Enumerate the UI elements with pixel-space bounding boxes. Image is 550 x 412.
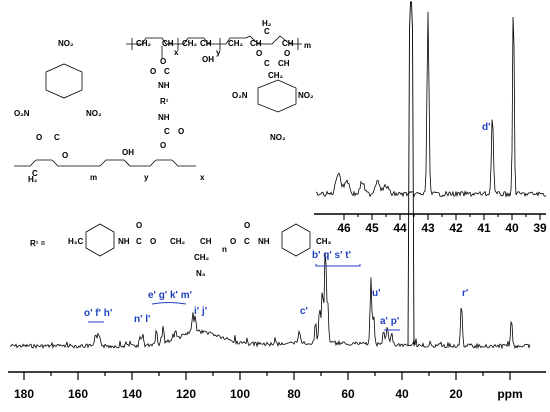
svg-text:C: C [54, 133, 60, 142]
svg-text:CH₂: CH₂ [136, 39, 152, 48]
svg-text:O: O [256, 49, 262, 58]
svg-text:NH: NH [258, 237, 270, 246]
svg-text:O₂N: O₂N [232, 91, 248, 100]
inset-tick-41: 41 [477, 221, 491, 235]
inset-tick-45: 45 [365, 221, 379, 235]
svg-text:C: C [244, 237, 250, 246]
svg-text:C: C [136, 237, 142, 246]
svg-text:CH: CH [250, 39, 262, 48]
main-tick-120: 120 [176, 387, 196, 401]
inset-spectrum-trace [315, 11, 547, 198]
main-x-axis: 180 160 140 120 100 80 60 40 20 ppm [8, 371, 546, 401]
inset-tick-43: 43 [421, 221, 435, 235]
svg-text:NO₂: NO₂ [298, 91, 314, 100]
svg-text:CH: CH [278, 59, 290, 68]
main-tick-20: 20 [449, 387, 463, 401]
svg-text:OH: OH [202, 55, 214, 64]
svg-text:O: O [36, 133, 42, 142]
svg-text:NO₂: NO₂ [270, 133, 286, 142]
svg-text:CH₂: CH₂ [194, 253, 210, 262]
peak-label-i-j: i' j' [194, 306, 207, 317]
svg-text:CH₂: CH₂ [228, 39, 244, 48]
svg-text:C: C [164, 67, 170, 76]
main-tick-160: 160 [68, 387, 88, 401]
svg-text:CH₃: CH₃ [316, 237, 332, 246]
main-peak-43ppm [407, 1, 415, 347]
svg-text:OH: OH [122, 148, 134, 157]
svg-text:O: O [160, 57, 166, 66]
main-tick-40: 40 [395, 387, 409, 401]
chem-structure-top: CH₂ CH x CH₂ CH y OH CH₂ CH H₂ C CH m O … [126, 19, 314, 150]
svg-text:O: O [230, 237, 236, 246]
peak-label-u: u' [372, 288, 381, 299]
svg-text:CH: CH [200, 39, 212, 48]
inset-tick-46: 46 [337, 221, 351, 235]
r1-label: R¹ = [30, 239, 46, 248]
main-spectrum-trace [9, 252, 531, 350]
svg-text:m: m [304, 41, 311, 50]
svg-text:CH₂: CH₂ [170, 237, 186, 246]
svg-text:NH: NH [158, 113, 170, 122]
svg-text:O: O [284, 49, 290, 58]
svg-text:H₃C: H₃C [68, 237, 83, 246]
inset-tick-42: 42 [449, 221, 463, 235]
svg-text:O: O [150, 67, 156, 76]
svg-text:H₂: H₂ [262, 19, 272, 28]
svg-text:O: O [150, 237, 156, 246]
svg-text:R¹: R¹ [160, 97, 169, 106]
svg-text:C: C [164, 127, 170, 136]
inset-tick-39: 39 [533, 221, 547, 235]
main-axis-unit: ppm [497, 387, 522, 401]
chem-r1-definition: R¹ = H₃C NH C O O CH₂ CH CH₂ N₃ n O C O … [30, 221, 332, 278]
svg-text:NH: NH [158, 81, 170, 90]
svg-text:N₃: N₃ [196, 269, 206, 278]
main-tick-140: 140 [122, 387, 142, 401]
svg-text:C: C [264, 59, 270, 68]
svg-text:C: C [264, 27, 270, 36]
svg-text:O: O [62, 151, 68, 160]
svg-text:NH: NH [118, 237, 130, 246]
main-peak-labels: o' f' h' n' l' e' g' k' m' i' j' c' b' q… [84, 250, 468, 331]
peak-label-o-f-h: o' f' h' [84, 308, 112, 319]
svg-text:y: y [216, 48, 221, 57]
svg-text:O: O [178, 127, 184, 136]
peak-label-n-l: n' l' [134, 314, 150, 325]
svg-text:y: y [144, 173, 149, 182]
peak-label-r: r' [462, 288, 468, 299]
svg-text:x: x [200, 173, 205, 182]
svg-text:CH: CH [162, 39, 174, 48]
svg-text:CH₂: CH₂ [268, 71, 284, 80]
main-tick-180: 180 [14, 387, 34, 401]
main-spectrum [9, 252, 531, 350]
svg-text:O₂N: O₂N [14, 109, 30, 118]
inset-spectrum: 46 45 44 43 42 41 40 39 d' [313, 0, 548, 235]
svg-text:n: n [222, 245, 227, 254]
main-tick-100: 100 [230, 387, 250, 401]
svg-text:O: O [244, 221, 250, 230]
svg-text:H₂: H₂ [28, 175, 38, 184]
peak-label-e-g-k-m: e' g' k' m' [148, 290, 192, 301]
inset-tick-40: 40 [505, 221, 519, 235]
peak-label-d-inset: d' [482, 122, 491, 133]
inset-tick-44: 44 [393, 221, 407, 235]
peak-label-b-q-s-t: b' q' s' t' [312, 250, 351, 261]
svg-text:NO₂: NO₂ [86, 109, 102, 118]
svg-text:m: m [90, 173, 97, 182]
svg-text:CH: CH [282, 39, 294, 48]
svg-text:O: O [136, 221, 142, 230]
main-tick-60: 60 [341, 387, 355, 401]
svg-text:NO₂: NO₂ [58, 39, 74, 48]
peak-label-a-p: a' p' [380, 316, 399, 327]
svg-text:x: x [174, 48, 179, 57]
svg-text:O: O [160, 141, 166, 150]
main-tick-80: 80 [287, 387, 301, 401]
svg-text:CH: CH [200, 237, 212, 246]
svg-text:C: C [32, 169, 38, 178]
peak-label-c: c' [300, 306, 308, 317]
svg-text:CH₂: CH₂ [182, 39, 198, 48]
chem-structure-left: NO₂ O₂N NO₂ O O C OH H₂ C m y x [14, 39, 205, 184]
